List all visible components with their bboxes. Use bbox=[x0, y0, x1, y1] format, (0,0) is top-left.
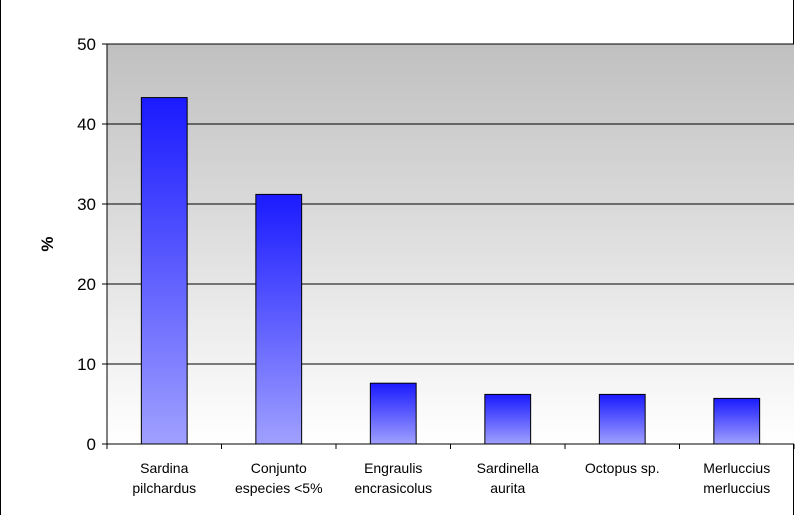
y-axis-label: % bbox=[38, 236, 57, 251]
grid-lines bbox=[107, 43, 794, 365]
plot-area bbox=[107, 44, 794, 444]
x-tick-label: Engraulis encrasicolus bbox=[354, 460, 432, 496]
y-tick-label: 30 bbox=[77, 195, 96, 214]
axes bbox=[102, 43, 795, 449]
bar bbox=[369, 382, 417, 445]
x-tick-label: Merluccius merluccius bbox=[703, 460, 770, 496]
bar bbox=[598, 393, 646, 445]
bar bbox=[484, 393, 532, 445]
y-tick-label: 0 bbox=[87, 435, 96, 454]
bar bbox=[140, 97, 188, 445]
x-tick-label: Sardina pilchardus bbox=[132, 460, 196, 496]
x-tick-labels: Sardina pilchardus Conjunto especies <5% Eng… bbox=[132, 460, 770, 496]
x-tick-label: Octopus sp. bbox=[585, 460, 660, 476]
bar bbox=[255, 193, 303, 445]
x-tick-label: Conjunto especies <5% bbox=[235, 460, 323, 496]
y-tick-label: 50 bbox=[77, 35, 96, 54]
y-tick-label: 20 bbox=[77, 275, 96, 294]
x-tick-label: Sardinella aurita bbox=[477, 460, 539, 496]
y-tick-label: 40 bbox=[77, 115, 96, 134]
y-tick-label: 10 bbox=[77, 355, 96, 374]
bar bbox=[713, 397, 761, 445]
y-tick-labels: 0 10 20 30 40 50 bbox=[77, 35, 96, 454]
